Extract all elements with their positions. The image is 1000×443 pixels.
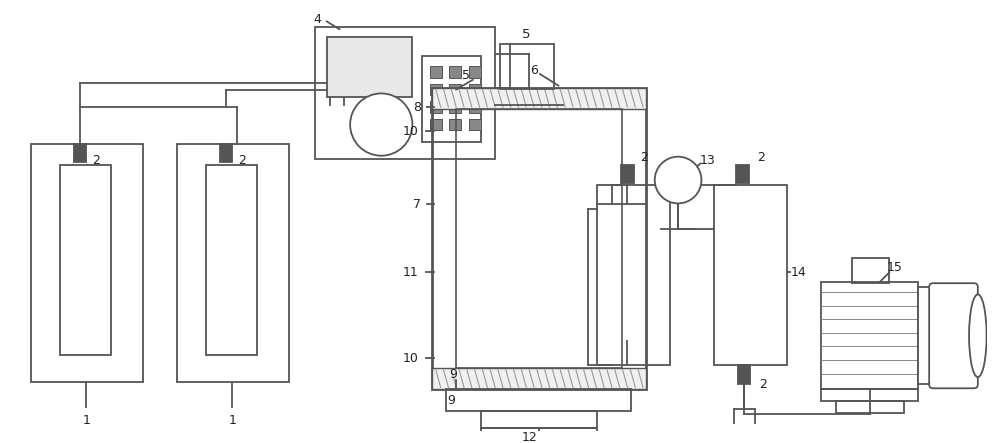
Text: 11: 11	[403, 266, 418, 279]
Bar	[481, 411, 597, 428]
Text: 2: 2	[640, 151, 648, 164]
Text: 2: 2	[238, 154, 246, 167]
Text: 4: 4	[313, 13, 321, 26]
Bar	[621, 165, 634, 183]
Bar	[430, 84, 442, 95]
Bar	[446, 389, 631, 411]
Bar	[469, 66, 481, 78]
Text: 2: 2	[92, 154, 100, 167]
Bar	[449, 101, 461, 113]
Bar	[738, 365, 750, 385]
Text: 7: 7	[413, 198, 421, 211]
Bar	[60, 165, 111, 355]
Text: 2: 2	[759, 378, 767, 391]
Circle shape	[655, 157, 701, 203]
Bar	[432, 368, 646, 389]
Text: 12: 12	[521, 431, 537, 443]
Bar	[500, 44, 554, 89]
Bar	[432, 88, 646, 109]
Text: 1: 1	[82, 414, 90, 427]
FancyBboxPatch shape	[929, 283, 978, 389]
Bar	[206, 165, 257, 355]
Text: 15: 15	[886, 261, 902, 274]
Text: 8: 8	[413, 101, 421, 113]
Bar	[449, 119, 461, 130]
Bar	[469, 101, 481, 113]
Bar	[31, 144, 143, 382]
Circle shape	[350, 93, 412, 155]
Bar	[449, 66, 461, 78]
Text: 1: 1	[228, 414, 236, 427]
Bar	[836, 401, 904, 412]
Bar	[422, 56, 481, 142]
Text: 10: 10	[403, 352, 418, 365]
Bar	[469, 119, 481, 130]
Bar	[597, 185, 670, 365]
Bar	[74, 144, 86, 162]
Bar	[481, 428, 597, 443]
Text: 10: 10	[403, 125, 418, 138]
Bar	[736, 165, 749, 183]
Bar	[714, 185, 787, 365]
Bar	[432, 88, 646, 389]
Text: 2: 2	[757, 151, 765, 164]
Bar	[821, 389, 918, 401]
Bar	[327, 37, 412, 97]
Text: 9: 9	[449, 368, 457, 381]
Bar	[315, 27, 495, 159]
Bar	[177, 144, 289, 382]
Text: 5: 5	[462, 70, 470, 82]
Text: 9: 9	[447, 394, 455, 408]
Bar	[918, 287, 933, 385]
Bar	[821, 282, 918, 389]
Bar	[852, 258, 889, 283]
Text: 5: 5	[522, 27, 531, 41]
Text: 6: 6	[530, 63, 538, 77]
Bar	[449, 84, 461, 95]
Bar	[456, 109, 622, 368]
Bar	[430, 119, 442, 130]
Bar	[430, 101, 442, 113]
Bar	[430, 66, 442, 78]
Bar	[469, 84, 481, 95]
Ellipse shape	[969, 295, 987, 377]
Text: 13: 13	[699, 154, 715, 167]
Text: 14: 14	[791, 266, 807, 279]
Bar	[220, 144, 232, 162]
